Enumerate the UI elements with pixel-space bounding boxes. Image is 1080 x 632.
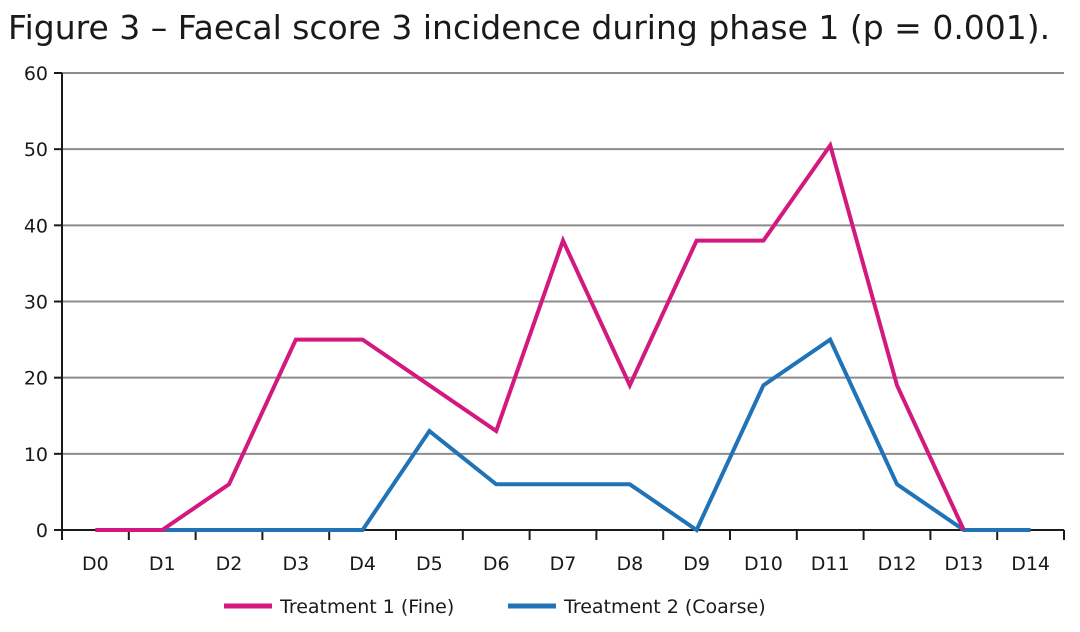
y-axis-ticks: 0 10 20 30 40 50 60 [24,63,62,542]
y-tick-label: 0 [36,520,48,542]
x-axis-ticks: D0 D1 D2 D3 D4 D5 D6 D7 D8 D9 D10 D11 D12 D13 D14 [61,530,1065,575]
gridlines [62,72,1064,455]
x-tick-label: D12 [878,553,917,575]
x-tick-label: D9 [683,553,710,575]
x-tick-label: D8 [616,553,643,575]
x-tick-label: D6 [483,553,510,575]
series-line-1 [95,140,966,532]
x-tick-label: D7 [550,553,577,575]
y-tick-label: 20 [24,368,48,390]
chart-title: Figure 3 – Faecal score 3 incidence duri… [8,8,1051,47]
y-tick-label: 40 [24,215,48,237]
y-tick-label: 60 [24,63,48,85]
x-tick-label: D10 [744,553,783,575]
x-tick-label: D1 [149,553,176,575]
y-tick-label: 30 [24,292,48,314]
y-tick-label: 50 [24,139,48,161]
legend: Treatment 1 (Fine) Treatment 2 (Coarse) [224,596,766,618]
x-tick-label: D11 [811,553,850,575]
x-tick-label: D0 [82,553,109,575]
x-tick-label: D4 [349,553,376,575]
series-lines [95,140,1031,533]
x-tick-label: D5 [416,553,443,575]
y-tick-label: 10 [24,444,48,466]
x-tick-label: D14 [1011,553,1050,575]
legend-label-1: Treatment 1 (Fine) [279,596,454,618]
x-tick-label: D13 [944,553,983,575]
x-tick-label: D2 [216,553,243,575]
legend-label-2: Treatment 2 (Coarse) [563,596,766,618]
x-tick-label: D3 [282,553,309,575]
